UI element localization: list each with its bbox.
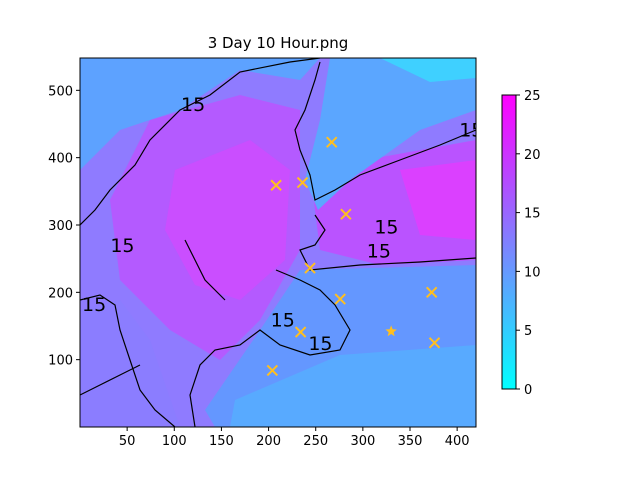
x-marker (296, 176, 309, 189)
x-tick-label: 200 (256, 434, 281, 449)
x-marker-stroke (270, 179, 282, 191)
x-tick-label: 300 (350, 434, 375, 449)
heatmap-field (80, 58, 476, 427)
x-marker-stroke (326, 136, 338, 148)
y-tick-label: 500 (48, 84, 73, 99)
colorbar-tick-label: 5 (524, 324, 532, 339)
x-tick-label: 350 (398, 434, 423, 449)
x-marker-stroke (304, 262, 316, 274)
contour-label: 15 (82, 294, 106, 316)
contour-label: 15 (181, 94, 205, 116)
contour-label: 15 (367, 241, 391, 263)
colorbar-tick-label: 20 (524, 148, 541, 163)
contour-label: 15 (271, 309, 295, 331)
x-marker-stroke (340, 208, 352, 220)
colorbar-tick-label: 10 (524, 265, 541, 280)
colorbar-tick-label: 0 (524, 383, 532, 398)
x-marker (425, 286, 438, 299)
x-marker-stroke (428, 337, 441, 349)
y-tick-label: 300 (48, 219, 73, 234)
x-marker-stroke (425, 286, 438, 299)
x-marker-stroke (296, 176, 309, 189)
y-tick-label: 400 (48, 152, 73, 167)
contour-label: 15 (374, 216, 398, 238)
plot-frame (79, 57, 477, 428)
x-marker (304, 262, 316, 274)
colorbar-tick-label: 15 (524, 207, 541, 222)
contour-lines (80, 58, 476, 427)
star-marker (385, 325, 397, 337)
x-marker (294, 326, 307, 338)
x-tick-label: 250 (303, 434, 328, 449)
x-marker (326, 136, 338, 148)
x-marker (270, 179, 282, 191)
x-tick-label: 100 (162, 434, 187, 449)
chart-title: 3 Day 10 Hour.png (207, 34, 349, 52)
x-tick-label: 400 (445, 434, 470, 449)
contour-label: 15 (308, 333, 332, 355)
y-tick-label: 200 (48, 286, 73, 301)
x-tick-label: 150 (209, 434, 234, 449)
colorbar (501, 94, 517, 390)
contour-label: 15 (110, 235, 134, 257)
x-marker-stroke (266, 364, 279, 377)
x-marker (334, 293, 346, 305)
x-tick-label: 50 (119, 434, 136, 449)
x-marker-stroke (294, 326, 307, 338)
x-marker (266, 364, 279, 377)
colorbar-tick-label: 25 (524, 89, 541, 104)
x-marker-stroke (334, 293, 346, 305)
x-marker (340, 208, 352, 220)
y-tick-label: 100 (48, 354, 73, 369)
x-marker (428, 337, 441, 349)
contour-label: 15 (459, 119, 483, 141)
